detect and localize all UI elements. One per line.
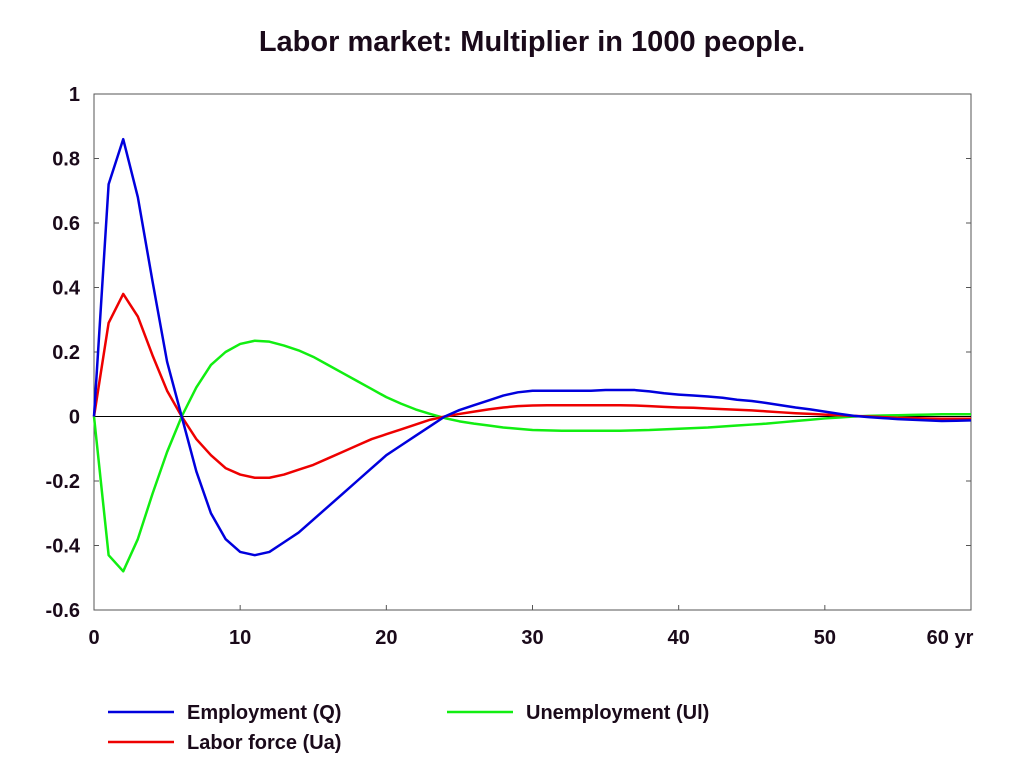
y-tick-label: 0.4 bbox=[52, 278, 81, 300]
x-tick-label: 30 bbox=[521, 627, 543, 649]
x-axis: 0 10 20 30 40 50 60 yr bbox=[88, 605, 974, 649]
legend-item-labor-force: Labor force (Ua) bbox=[108, 732, 341, 754]
legend-label-employment: Employment (Q) bbox=[187, 702, 341, 724]
legend-item-employment: Employment (Q) bbox=[108, 702, 341, 724]
legend-label-labor-force: Labor force (Ua) bbox=[187, 732, 341, 754]
y-tick-label: 0.2 bbox=[52, 342, 80, 364]
y-tick-label: -0.2 bbox=[46, 471, 80, 493]
legend-label-unemployment: Unemployment (Ul) bbox=[526, 702, 709, 724]
x-tick-label: 20 bbox=[375, 627, 397, 649]
y-tick-label: 0.6 bbox=[52, 213, 80, 235]
chart-title: Labor market: Multiplier in 1000 people. bbox=[259, 26, 805, 58]
x-tick-label: 60 yr bbox=[927, 627, 974, 649]
y-tick-label: 0 bbox=[69, 407, 80, 429]
x-tick-label: 50 bbox=[814, 627, 836, 649]
series-line-employment bbox=[92, 137, 972, 557]
legend-item-unemployment: Unemployment (Ul) bbox=[447, 702, 709, 724]
legend: Employment (Q) Unemployment (Ul) Labor f… bbox=[108, 702, 709, 754]
y-tick-label: 1 bbox=[69, 84, 80, 106]
x-tick-label: 40 bbox=[668, 627, 690, 649]
y-tick-label: -0.6 bbox=[46, 600, 80, 622]
x-tick-label: 0 bbox=[88, 627, 99, 649]
series-line-unemployment bbox=[92, 339, 971, 573]
y-tick-label: 0.8 bbox=[52, 149, 80, 171]
x-tick-label: 10 bbox=[229, 627, 251, 649]
series-line-labor-force bbox=[92, 292, 971, 480]
y-axis: 1 0.8 0.6 0.4 0.2 0 -0.2 -0.4 -0.6 bbox=[46, 84, 971, 622]
series-group bbox=[92, 137, 972, 573]
y-tick-label: -0.4 bbox=[46, 536, 81, 558]
